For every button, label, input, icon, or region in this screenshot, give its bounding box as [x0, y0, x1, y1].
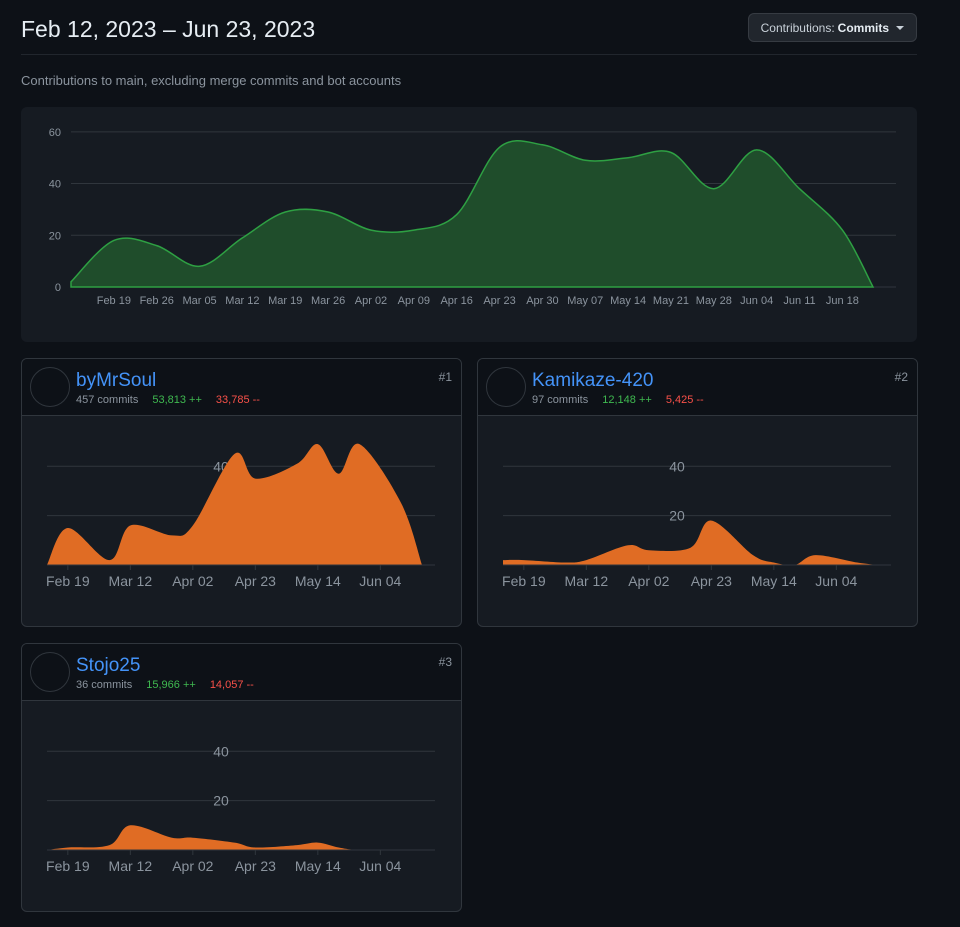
x-tick-label: Mar 12	[225, 295, 259, 307]
caret-down-icon	[896, 25, 904, 30]
contributor-stats: 36 commits 15,966 ++ 14,057 --	[76, 679, 254, 691]
x-tick-label: May 28	[696, 295, 732, 307]
x-tick-label: Jun 18	[826, 295, 859, 307]
contributor-card: Stojo25 36 commits 15,966 ++ 14,057 -- #3 …	[21, 643, 462, 912]
x-tick-label: Mar 12	[109, 858, 153, 874]
y-tick-label: 0	[55, 282, 61, 294]
additions-count: 53,813 ++	[152, 394, 202, 406]
x-tick-label: Mar 05	[182, 295, 216, 307]
x-tick-label: Jun 04	[359, 858, 401, 874]
x-tick-label: Jun 04	[740, 295, 773, 307]
x-tick-label: May 14	[295, 573, 341, 589]
x-tick-label: May 14	[295, 858, 341, 874]
x-tick-label: Apr 23	[235, 858, 276, 874]
deletions-count: 14,057 --	[209, 679, 254, 691]
x-tick-label: Feb 26	[140, 295, 174, 307]
x-tick-label: Jun 04	[359, 573, 401, 589]
contributor-card: byMrSoul 457 commits 53,813 ++ 33,785 -- #…	[21, 358, 462, 627]
commit-count: 457 commits	[76, 394, 139, 406]
y-tick-label: 40	[669, 458, 685, 474]
contributor-stats: 97 commits 12,148 ++ 5,425 --	[532, 394, 704, 406]
header: Feb 12, 2023 – Jun 23, 2023 Contribution…	[21, 13, 917, 55]
x-tick-label: May 14	[751, 573, 797, 589]
x-tick-label: Apr 23	[483, 295, 515, 307]
x-tick-label: Apr 23	[235, 573, 276, 589]
rank-label: #2	[894, 370, 908, 384]
x-tick-label: Apr 02	[172, 573, 213, 589]
x-tick-label: Apr 09	[398, 295, 430, 307]
contributor-chart: 20 40 Feb 19 Mar 12 Apr 02 Apr 23 May 14 Jun 04	[502, 458, 891, 589]
rank-label: #3	[438, 655, 452, 669]
date-range-title: Feb 12, 2023 – Jun 23, 2023	[21, 16, 316, 42]
y-tick-label: 40	[49, 179, 61, 191]
commit-count: 36 commits	[76, 679, 133, 691]
contributor-name-link[interactable]: Kamikaze-420	[532, 370, 654, 391]
main-chart-panel: 0 20 40 60 Feb 19 Feb 26 Mar 05 Mar 12 Mar 19 Mar…	[21, 107, 917, 342]
deletions-count: 33,785 --	[215, 394, 260, 406]
series-area	[47, 443, 422, 565]
series-area	[503, 520, 878, 566]
card-header: Stojo25 36 commits 15,966 ++ 14,057 -- #3	[22, 644, 461, 701]
x-tick-label: May 14	[610, 295, 646, 307]
contributions-dropdown[interactable]: Contributions: Commits	[747, 13, 917, 42]
additions-count: 12,148 ++	[602, 394, 652, 406]
x-tick-label: Apr 02	[628, 573, 669, 589]
x-tick-label: Mar 12	[565, 573, 609, 589]
contributor-chart: 20 40 Feb 19 Mar 12 Apr 02 Apr 23 May 14 Jun 04	[46, 743, 435, 874]
avatar[interactable]	[30, 652, 70, 692]
deletions-count: 5,425 --	[665, 394, 704, 406]
series-area	[70, 140, 875, 288]
y-tick-label: 20	[669, 508, 685, 524]
x-tick-label: Feb 19	[502, 573, 546, 589]
x-tick-label: Mar 12	[109, 573, 153, 589]
y-tick-label: 20	[49, 230, 61, 242]
card-header: byMrSoul 457 commits 53,813 ++ 33,785 -- #…	[22, 359, 461, 416]
rank-label: #1	[438, 370, 452, 384]
x-tick-label: Apr 23	[691, 573, 732, 589]
contributor-name-link[interactable]: byMrSoul	[76, 370, 157, 391]
series-area	[47, 825, 422, 851]
card-header: Kamikaze-420 97 commits 12,148 ++ 5,425 --…	[478, 359, 917, 416]
subtitle: Contributions to main, excluding merge c…	[21, 73, 402, 88]
y-tick-label: 20	[213, 793, 229, 809]
x-tick-label: Apr 02	[355, 295, 387, 307]
x-tick-label: Feb 19	[46, 573, 90, 589]
dropdown-value: Commits	[837, 20, 889, 35]
x-tick-label: Mar 19	[268, 295, 302, 307]
main-chart: 0 20 40 60 Feb 19 Feb 26 Mar 05 Mar 12 Mar 19 Mar…	[49, 127, 896, 307]
commit-count: 97 commits	[532, 394, 589, 406]
x-tick-label: May 21	[653, 295, 689, 307]
x-tick-label: Feb 19	[46, 858, 90, 874]
x-tick-label: Jun 04	[815, 573, 857, 589]
y-tick-label: 60	[49, 127, 61, 139]
contributor-card: Kamikaze-420 97 commits 12,148 ++ 5,425 --…	[477, 358, 918, 627]
x-tick-label: Jun 11	[783, 295, 815, 307]
x-tick-label: Apr 02	[172, 858, 213, 874]
contributor-stats: 457 commits 53,813 ++ 33,785 --	[76, 394, 260, 406]
x-tick-label: Apr 30	[526, 295, 558, 307]
additions-count: 15,966 ++	[146, 679, 196, 691]
y-tick-label: 40	[213, 743, 229, 759]
avatar[interactable]	[30, 367, 70, 407]
avatar[interactable]	[486, 367, 526, 407]
x-tick-label: Mar 26	[311, 295, 345, 307]
x-tick-label: May 07	[567, 295, 603, 307]
dropdown-prefix: Contributions:	[760, 20, 835, 35]
x-tick-label: Apr 16	[440, 295, 472, 307]
x-tick-label: Feb 19	[97, 295, 131, 307]
contributor-name-link[interactable]: Stojo25	[76, 655, 141, 676]
